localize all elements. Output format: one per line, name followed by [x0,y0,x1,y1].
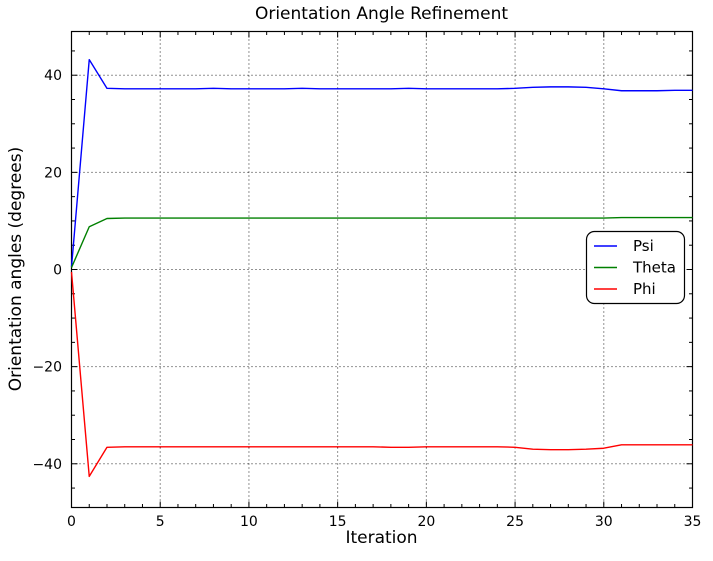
y-tick-label: −20 [32,360,62,376]
x-tick-label: 35 [684,514,702,530]
x-tick-label: 0 [67,514,76,530]
x-tick-label: 25 [506,514,524,530]
legend-label-psi: Psi [633,237,654,255]
legend-box [585,230,686,305]
y-tick-label: 20 [44,165,62,181]
x-tick-label: 10 [240,514,258,530]
tick-labels: 0 5 10 15 20 25 30 35 −40 −20 0 20 40 [32,68,701,530]
y-tick-label: −40 [32,457,62,473]
series-line-phi [70,271,693,478]
legend-label-theta: Theta [632,259,676,277]
x-tick-label: 5 [156,514,165,530]
y-tick-label: 40 [44,68,62,84]
x-tick-label: 15 [329,514,347,530]
plot-border [70,30,694,509]
series-line-psi [70,58,693,268]
x-tick-label: 30 [595,514,613,530]
legend: Psi Theta Phi [585,230,686,305]
series-line-theta [70,216,693,268]
y-axis-label: Orientation angles (degrees) [6,146,26,392]
grid [71,31,693,508]
x-tick-label: 20 [417,514,435,530]
legend-label-phi: Phi [633,280,656,298]
x-axis-label: Iteration [345,528,418,548]
y-tick-label: 0 [53,263,62,279]
chart-title: Orientation Angle Refinement [254,4,509,24]
